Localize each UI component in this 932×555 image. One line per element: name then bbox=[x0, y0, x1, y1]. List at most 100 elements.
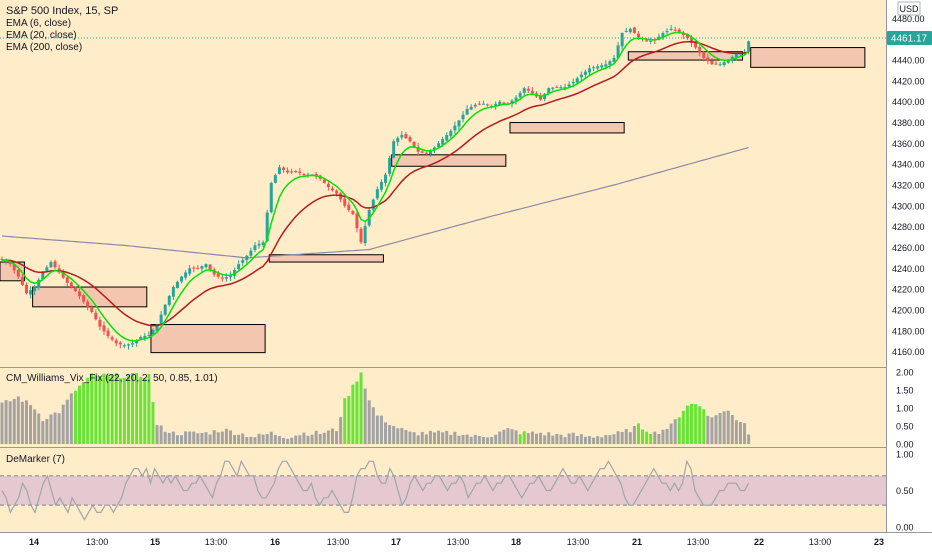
vix-bar bbox=[8, 401, 12, 444]
vix-bar bbox=[29, 405, 33, 444]
vix-bar bbox=[612, 434, 616, 444]
candle bbox=[726, 60, 730, 63]
candle bbox=[543, 93, 547, 100]
vix-bar bbox=[33, 409, 37, 444]
candle bbox=[41, 272, 45, 280]
candle bbox=[457, 120, 461, 127]
vix-bar bbox=[420, 431, 424, 444]
candle bbox=[355, 213, 359, 229]
vix-bar bbox=[388, 424, 392, 444]
vix-bar bbox=[355, 381, 359, 444]
vix-bar bbox=[583, 436, 587, 444]
vix-bar bbox=[530, 431, 534, 444]
price-tick-label: 4180.00 bbox=[892, 326, 925, 336]
vix-bar bbox=[734, 420, 738, 444]
demarker-panel bbox=[0, 459, 886, 521]
candle bbox=[722, 62, 726, 66]
candle bbox=[188, 268, 192, 274]
vix-bar bbox=[375, 415, 379, 444]
vix-bar bbox=[228, 430, 232, 444]
candle bbox=[632, 27, 636, 33]
vix-bar bbox=[473, 434, 477, 444]
candle bbox=[343, 198, 347, 206]
vix-bar bbox=[498, 431, 502, 444]
vix-bar bbox=[41, 421, 45, 444]
price-tick-label: 4360.00 bbox=[892, 139, 925, 149]
vix-bar bbox=[551, 435, 555, 444]
vix-bar bbox=[371, 407, 375, 444]
candle bbox=[518, 92, 522, 98]
vix-bar bbox=[4, 400, 8, 444]
vix-bar bbox=[502, 429, 506, 444]
candle bbox=[445, 135, 449, 141]
candle bbox=[710, 60, 714, 65]
vix-bar bbox=[567, 433, 571, 444]
vix-bar bbox=[543, 435, 547, 444]
vix-bar bbox=[575, 435, 579, 444]
time-tick-label: 13:00 bbox=[86, 537, 109, 547]
candle bbox=[392, 141, 396, 158]
vix-bar bbox=[510, 429, 514, 444]
vix-bar bbox=[677, 417, 681, 444]
vix-bar bbox=[351, 384, 355, 444]
vix-bar bbox=[318, 433, 322, 444]
candle bbox=[555, 87, 559, 89]
candle bbox=[269, 182, 273, 213]
vix-bar bbox=[241, 433, 245, 444]
vix-bar bbox=[147, 374, 151, 444]
vix-tick-label: 1.00 bbox=[896, 404, 914, 414]
zone-box bbox=[268, 254, 384, 263]
demarker-legend: DeMarker (7) bbox=[6, 454, 65, 465]
candle bbox=[694, 42, 698, 48]
vix-bar bbox=[743, 423, 747, 444]
vix-bar bbox=[12, 398, 16, 444]
vix-bar bbox=[249, 436, 253, 444]
vix-bar bbox=[131, 373, 135, 444]
price-tick-label: 4440.00 bbox=[892, 56, 925, 66]
candle bbox=[24, 284, 28, 294]
vix-bar bbox=[114, 373, 118, 444]
vix-bar bbox=[335, 431, 339, 444]
candle bbox=[490, 105, 494, 107]
vix-bar bbox=[273, 434, 277, 444]
candle bbox=[143, 335, 147, 338]
candle bbox=[571, 81, 575, 84]
candle bbox=[94, 312, 98, 320]
candle bbox=[273, 175, 277, 183]
ema20-line bbox=[1, 40, 749, 327]
vix-bar bbox=[78, 385, 82, 444]
candle bbox=[396, 138, 400, 143]
vix-bar bbox=[518, 434, 522, 444]
vix-bar bbox=[310, 434, 314, 444]
candle bbox=[428, 150, 432, 155]
vix-tick-label: 1.50 bbox=[896, 386, 914, 396]
candle bbox=[477, 103, 481, 105]
candle bbox=[167, 295, 171, 305]
candle bbox=[510, 100, 514, 105]
candle bbox=[228, 275, 232, 278]
vix-bar bbox=[563, 437, 567, 444]
candle bbox=[110, 337, 114, 340]
vix-bar bbox=[86, 377, 90, 444]
candle bbox=[335, 190, 339, 194]
vix-bar bbox=[571, 432, 575, 444]
price-tick-label: 4400.00 bbox=[892, 97, 925, 107]
vix-bar bbox=[167, 432, 171, 444]
vix-bar bbox=[526, 433, 530, 444]
vix-bar bbox=[171, 431, 175, 444]
vix-bar bbox=[706, 415, 710, 444]
vix-bar bbox=[641, 429, 645, 444]
vix-bar bbox=[347, 395, 351, 444]
vix-bar bbox=[94, 374, 98, 444]
vix-bar bbox=[673, 419, 677, 444]
vix-bar bbox=[188, 431, 192, 444]
candle bbox=[90, 306, 94, 313]
candle bbox=[163, 304, 167, 315]
vix-bar bbox=[428, 430, 432, 444]
vix-bar bbox=[343, 398, 347, 444]
candle bbox=[233, 269, 237, 276]
candle bbox=[241, 259, 245, 263]
vix-bar bbox=[379, 415, 383, 444]
candle bbox=[237, 264, 241, 270]
